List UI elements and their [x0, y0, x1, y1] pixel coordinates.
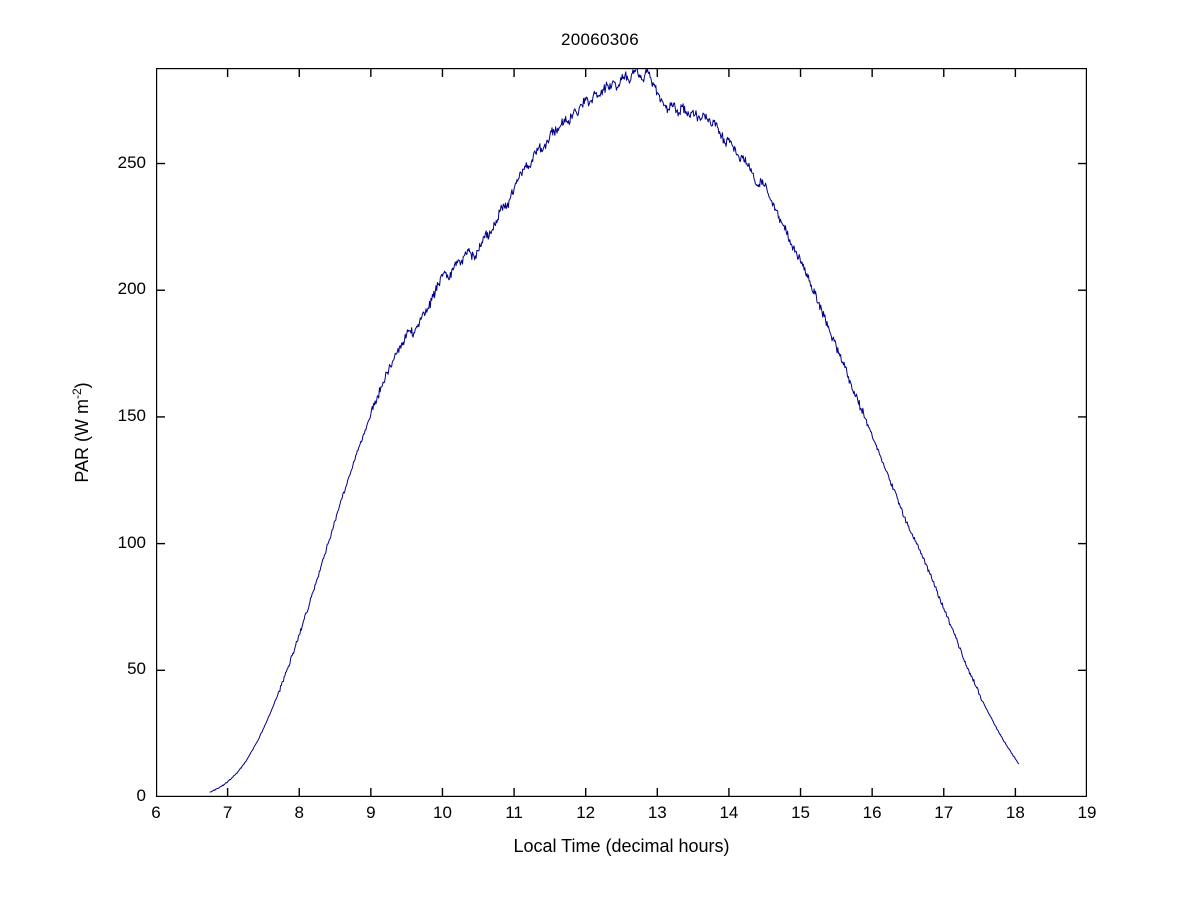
x-tick-label: 18: [1005, 803, 1025, 822]
x-tick-label: 14: [719, 803, 739, 822]
y-tick-label: 50: [127, 659, 146, 679]
axis-ticks: [156, 68, 1087, 797]
y-axis-label-tail: ): [72, 382, 92, 389]
x-tick-label: 8: [294, 803, 304, 822]
plot-svg: [156, 68, 1087, 797]
y-tick-label: 250: [117, 152, 146, 172]
chart-title: 20060306: [560, 30, 640, 49]
y-tick-label: 200: [117, 279, 146, 299]
y-tick-label: 0: [136, 786, 146, 805]
x-tick-label: 7: [222, 803, 233, 822]
x-tick-label: 10: [432, 803, 452, 822]
plot-area: [156, 68, 1087, 797]
x-tick-label: 19: [1077, 803, 1097, 822]
x-tick-label: 15: [791, 803, 810, 822]
series-line: [209, 68, 1020, 793]
y-tick-label: 100: [117, 532, 146, 552]
y-axis-label-exponent: -2: [70, 388, 84, 400]
x-tick-label: 11: [505, 803, 523, 822]
x-tick-label: 16: [862, 803, 882, 822]
x-tick-label: 6: [151, 803, 161, 822]
axes-box: [156, 68, 1087, 797]
y-tick-label: 150: [117, 405, 146, 425]
x-axis-label: Local Time (decimal hours): [513, 836, 730, 856]
y-axis-label: PAR (W m-2): [70, 68, 98, 797]
y-axis-label-main: PAR (W m: [72, 399, 92, 483]
x-tick-label: 9: [366, 803, 376, 822]
x-tick-label: 13: [647, 803, 667, 822]
x-tick-label: 17: [934, 803, 954, 822]
x-tick-label: 12: [576, 803, 596, 822]
data-series: [209, 68, 1020, 793]
